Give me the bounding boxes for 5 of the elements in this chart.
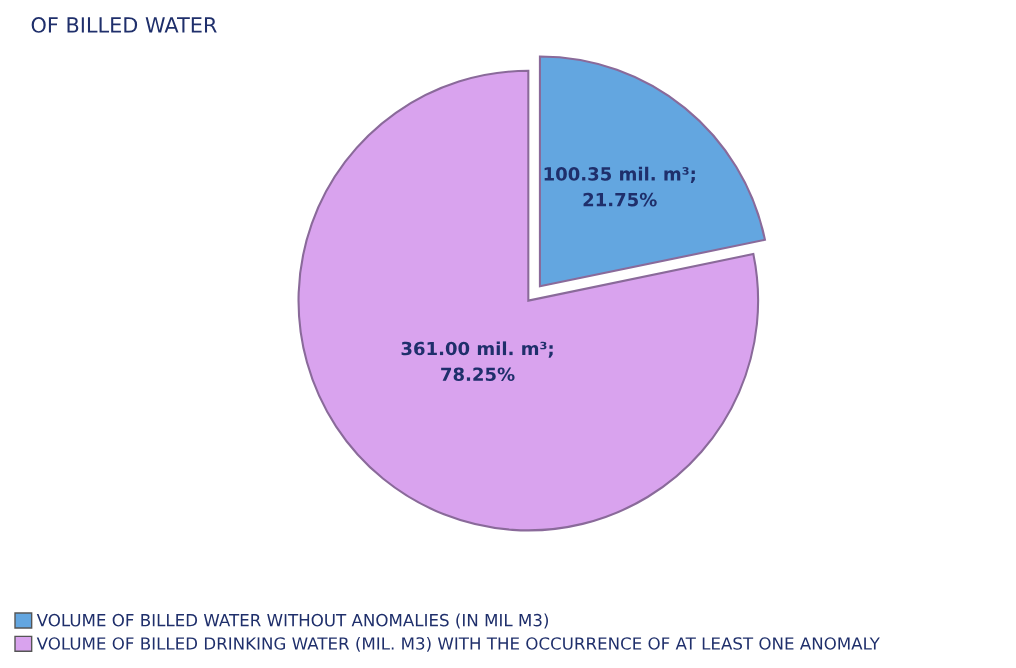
chart-title: OF BILLED WATER [31,17,217,33]
legend-label: VOLUME OF BILLED DRINKING WATER (MIL. M3) WITH THE OCCURRENCE OF AT LEAST ONE ANOMALY [36,636,880,652]
data-label: 100.35 mil. m³; 21.75% [544,166,695,207]
data-label: 361.00 mil. m³; 78.25% [401,341,553,382]
legend-label: VOLUME OF BILLED WATER WITHOUT ANOMALIES (IN MIL M3) [36,613,548,629]
